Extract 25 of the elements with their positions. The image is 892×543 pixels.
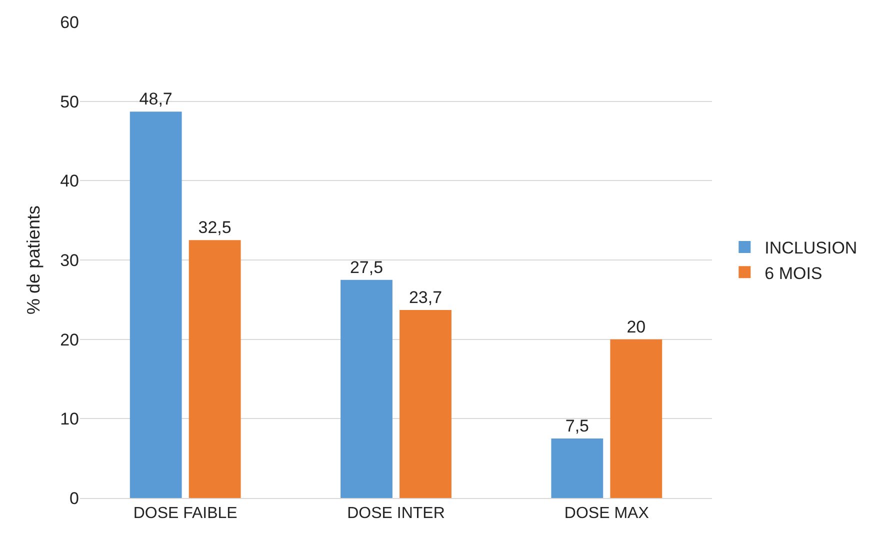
y-tick-label: 40	[60, 172, 79, 191]
bar	[610, 339, 662, 498]
legend-label: 6 MOIS	[764, 264, 822, 283]
bar	[551, 438, 604, 498]
y-tick-label: 20	[60, 330, 79, 350]
x-tick-label: DOSE INTER	[347, 505, 445, 522]
data-label: 48,7	[139, 90, 172, 109]
y-tick-label: 30	[60, 250, 79, 270]
y-tick-label: 0	[70, 488, 79, 508]
data-label: 20	[626, 317, 646, 336]
bar	[400, 310, 452, 498]
data-label: 32,5	[198, 218, 232, 238]
x-tick-label: DOSE FAIBLE	[133, 505, 238, 522]
data-label: 23,7	[408, 288, 442, 307]
bar	[130, 112, 182, 498]
y-tick-label: 60	[60, 12, 79, 32]
y-tick-label: 10	[60, 410, 79, 429]
legend-label: INCLUSION	[764, 238, 858, 258]
x-tick-label: DOSE MAX	[564, 505, 650, 522]
bar	[188, 240, 241, 498]
y-tick-label: 50	[60, 92, 79, 112]
data-label: 7,5	[565, 416, 589, 436]
y-axis-title: % de patients	[23, 205, 44, 315]
bar	[340, 280, 392, 498]
data-label: 27,5	[350, 258, 384, 277]
